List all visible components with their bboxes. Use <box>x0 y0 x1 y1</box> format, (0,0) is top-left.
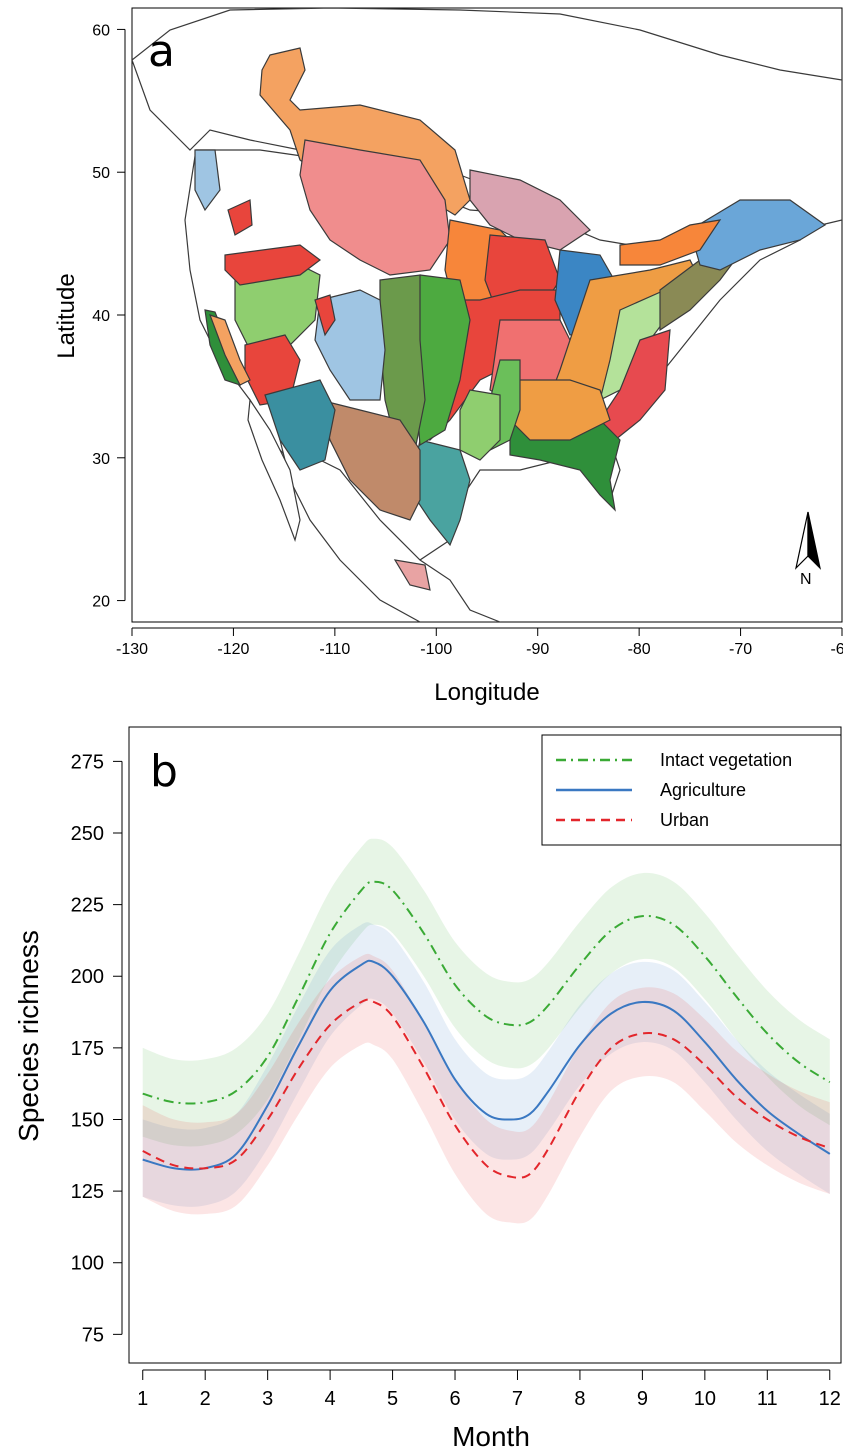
map-x-tick-label: -90 <box>526 641 549 658</box>
confidence-band-intact <box>142 838 830 1147</box>
map-y-tick-label: 30 <box>92 451 110 468</box>
map-x-tick-label: -130 <box>116 641 148 658</box>
species-richness-axis-label: Species richness <box>13 930 44 1142</box>
series-line-intact <box>142 880 831 1105</box>
month-tick-label: 7 <box>512 1388 523 1410</box>
month-tick-label: 3 <box>262 1388 273 1410</box>
richness-panel: 1 2 3 4 5 6 7 8 9 10 11 127510012515017520022525027… <box>13 726 842 1452</box>
richness-tick-label: 275 <box>71 751 104 773</box>
baja-outline <box>247 398 301 543</box>
region-red-oregon <box>227 199 253 236</box>
month-axis-label: Month <box>452 1421 530 1452</box>
map-y-tick-label: 40 <box>92 308 110 325</box>
legend: Intact vegetation Agriculture Urban <box>541 734 842 846</box>
month-tick-label: 12 <box>819 1388 841 1410</box>
month-tick-label: 8 <box>574 1388 585 1410</box>
month-tick-label: 11 <box>757 1388 778 1410</box>
richness-tick-label: 200 <box>71 966 104 988</box>
map-axes: -130 -120 -110 -100 -90 -80 -70 -60 20 30 40 50 60 <box>92 22 843 658</box>
richness-tick-label: 75 <box>82 1324 104 1346</box>
map-x-tick-label: -70 <box>729 641 752 658</box>
confidence-bands <box>142 838 830 1224</box>
panel-a-label: a <box>148 26 175 77</box>
region-prairie-pink <box>299 139 451 276</box>
region-east-coast-red <box>599 329 671 441</box>
north-arrow-label: N <box>800 571 812 588</box>
legend-label-agriculture: Agriculture <box>660 780 746 800</box>
series-line-urban <box>142 998 831 1179</box>
richness-tick-label: 225 <box>71 895 104 917</box>
legend-label-intact: Intact vegetation <box>660 750 792 770</box>
richness-axes: 1 2 3 4 5 6 7 8 9 10 11 127510012515017520022525027… <box>71 751 841 1410</box>
richness-tick-label: 150 <box>71 1109 104 1131</box>
land-mexico-outline <box>279 438 501 622</box>
month-tick-label: 9 <box>637 1388 648 1410</box>
map-y-tick-label: 20 <box>92 594 110 611</box>
region-brown-chihuahua <box>319 399 421 521</box>
map-regions <box>132 8 842 622</box>
map-x-tick-label: -120 <box>217 641 249 658</box>
north-arrow: N <box>794 511 822 588</box>
month-tick-label: 4 <box>325 1388 336 1410</box>
map-x-tick-label: -100 <box>420 641 452 658</box>
map-x-axis-label: Longitude <box>434 679 539 706</box>
region-orange-coast <box>208 314 251 386</box>
richness-tick-label: 100 <box>71 1253 104 1275</box>
richness-tick-label: 175 <box>71 1038 104 1060</box>
region-light-green-south <box>459 389 501 461</box>
series-lines <box>142 880 831 1179</box>
map-panel: N a -130 -120 -110 -100 -90 -80 -70 -60 20 30 40 50… <box>53 7 843 706</box>
confidence-band-agriculture <box>142 922 830 1207</box>
map-y-tick-label: 50 <box>92 165 110 182</box>
region-mexico-pink <box>393 559 431 591</box>
map-y-tick-label: 60 <box>92 22 110 39</box>
map-x-tick-label: -60 <box>830 641 843 658</box>
region-northeast-blue <box>689 199 827 271</box>
month-tick-label: 5 <box>387 1388 398 1410</box>
confidence-band-urban <box>142 953 830 1224</box>
region-ne-orange <box>619 219 722 266</box>
map-x-tick-label: -80 <box>628 641 651 658</box>
map-y-axis-label: Latitude <box>53 273 80 358</box>
month-tick-label: 2 <box>200 1388 211 1410</box>
map-x-tick-label: -110 <box>319 641 350 658</box>
richness-tick-label: 250 <box>71 823 104 845</box>
region-light-blue-nw <box>194 149 221 212</box>
series-line-agriculture <box>142 959 831 1171</box>
region-red-northwest <box>224 244 321 286</box>
month-tick-label: 6 <box>449 1388 460 1410</box>
legend-label-urban: Urban <box>660 810 709 830</box>
panel-b-label: b <box>150 746 178 797</box>
month-tick-label: 10 <box>694 1388 716 1410</box>
region-red-california <box>314 294 336 337</box>
month-tick-label: 1 <box>137 1388 148 1410</box>
region-teal-mojave <box>264 379 336 471</box>
richness-tick-label: 125 <box>71 1181 104 1203</box>
